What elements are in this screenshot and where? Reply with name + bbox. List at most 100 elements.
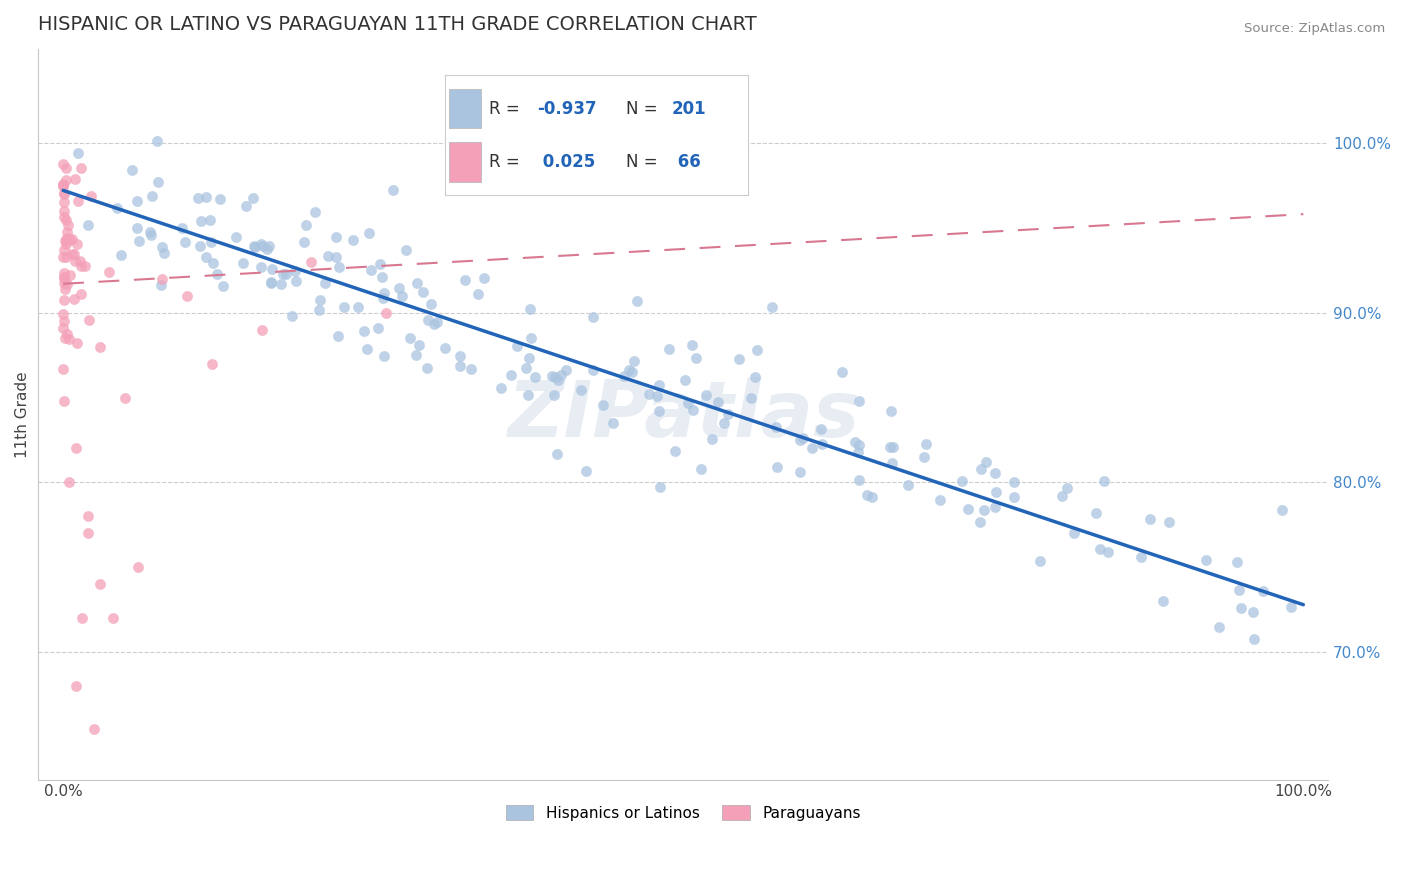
Point	[101, 611, 124, 625]
Point	[582, 362, 605, 376]
Point	[433, 341, 456, 355]
Point	[53, 331, 76, 345]
Point	[52, 266, 75, 280]
Point	[520, 331, 543, 345]
Point	[426, 315, 449, 329]
Point	[984, 500, 1007, 514]
Point	[728, 352, 751, 367]
Point	[190, 214, 212, 228]
Point	[127, 560, 149, 574]
Point	[276, 267, 298, 281]
Point	[138, 225, 160, 239]
Point	[326, 329, 349, 343]
Point	[146, 175, 169, 189]
Point	[620, 366, 643, 380]
Point	[299, 254, 322, 268]
Point	[211, 278, 233, 293]
Point	[69, 287, 91, 301]
Point	[1157, 515, 1180, 529]
Point	[408, 338, 430, 352]
Point	[368, 257, 391, 271]
Point	[792, 431, 814, 445]
Point	[209, 192, 232, 206]
Point	[969, 462, 991, 476]
Point	[831, 365, 853, 379]
Point	[52, 393, 75, 408]
Point	[713, 416, 735, 430]
Point	[592, 398, 614, 412]
Point	[695, 388, 717, 402]
Point	[602, 416, 624, 430]
Point	[416, 313, 439, 327]
Point	[77, 509, 100, 524]
Point	[195, 190, 218, 204]
Point	[519, 301, 541, 316]
Point	[347, 300, 370, 314]
Point	[281, 309, 304, 323]
Point	[1097, 544, 1119, 558]
Point	[65, 254, 87, 268]
Point	[60, 232, 83, 246]
Point	[950, 474, 973, 488]
Point	[242, 191, 264, 205]
Point	[406, 276, 429, 290]
Point	[56, 225, 79, 239]
Point	[1088, 541, 1111, 556]
Point	[58, 333, 80, 347]
Point	[1085, 506, 1108, 520]
Point	[52, 177, 75, 191]
Point	[257, 239, 280, 253]
Point	[1281, 599, 1303, 614]
Point	[83, 722, 105, 736]
Point	[1227, 582, 1250, 597]
Point	[423, 317, 446, 331]
Point	[53, 187, 76, 202]
Point	[127, 194, 149, 208]
Point	[1139, 512, 1161, 526]
Point	[554, 363, 576, 377]
Point	[516, 388, 538, 402]
Point	[460, 362, 482, 376]
Point	[744, 369, 766, 384]
Point	[150, 277, 173, 292]
Point	[915, 437, 938, 451]
Point	[650, 480, 672, 494]
Point	[53, 234, 76, 248]
Point	[139, 228, 162, 243]
Point	[373, 350, 395, 364]
Point	[1243, 632, 1265, 646]
Point	[420, 297, 443, 311]
Point	[52, 178, 75, 193]
Point	[260, 275, 283, 289]
Point	[256, 242, 278, 256]
Point	[1002, 475, 1025, 490]
Point	[252, 238, 274, 252]
Point	[690, 462, 713, 476]
Point	[89, 577, 111, 591]
Point	[53, 186, 76, 201]
Point	[201, 357, 224, 371]
Point	[929, 493, 952, 508]
Point	[325, 230, 347, 244]
Point	[105, 201, 128, 215]
Point	[449, 359, 471, 374]
Point	[489, 381, 512, 395]
Point	[1230, 601, 1253, 615]
Point	[52, 156, 75, 170]
Point	[235, 199, 257, 213]
Point	[575, 464, 598, 478]
Point	[56, 326, 79, 341]
Point	[1241, 605, 1264, 619]
Point	[848, 437, 870, 451]
Point	[449, 349, 471, 363]
Point	[53, 210, 76, 224]
Point	[70, 259, 93, 273]
Point	[546, 447, 568, 461]
Point	[467, 287, 489, 301]
Point	[52, 314, 75, 328]
Point	[77, 218, 100, 232]
Point	[56, 218, 79, 232]
Point	[373, 286, 395, 301]
Point	[325, 250, 347, 264]
Point	[789, 433, 811, 447]
